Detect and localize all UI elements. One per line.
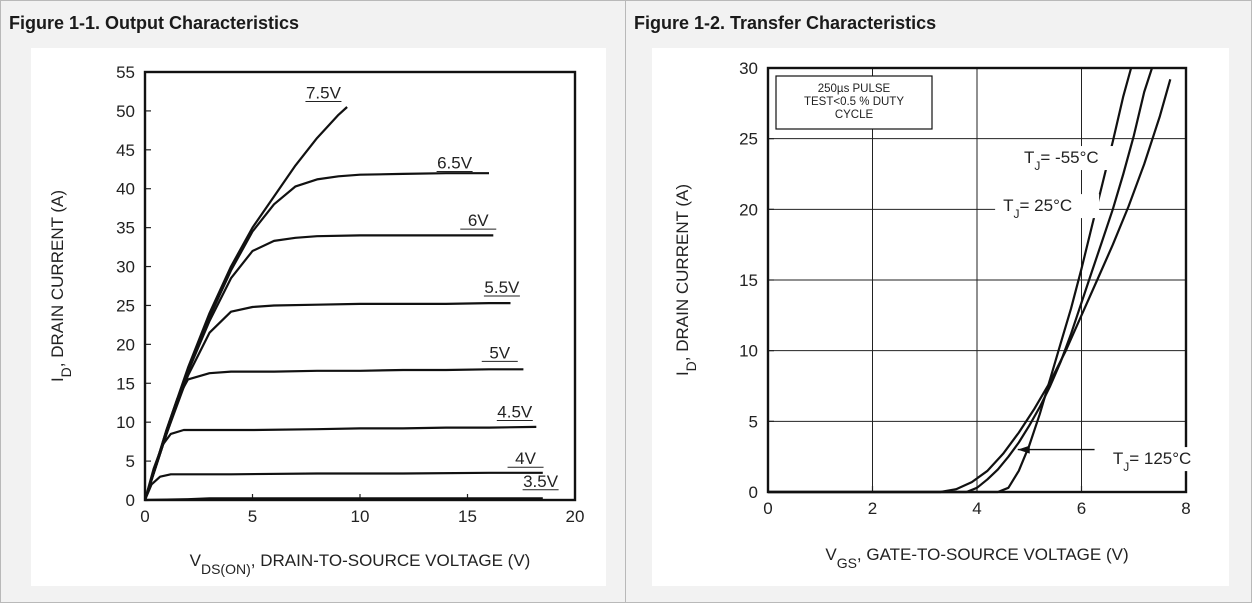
figure-caption: Figure 1-1. Output Characteristics xyxy=(9,13,300,33)
y-axis-label: ID, DRAIN CURRENT (A) xyxy=(48,190,74,382)
series-line xyxy=(768,67,1154,494)
y-tick-label: 10 xyxy=(739,342,758,361)
annotation-label-bg xyxy=(1016,146,1121,171)
note-box xyxy=(775,75,933,130)
y-tick-label: 55 xyxy=(116,63,135,82)
x-tick-label: 8 xyxy=(1181,499,1190,518)
y-tick-label: 30 xyxy=(116,258,135,277)
x-tick-label: 6 xyxy=(1077,499,1086,518)
curve-label: 5.5V xyxy=(484,278,520,297)
x-tick-label: 10 xyxy=(351,507,370,526)
curve-label: 6V xyxy=(468,211,489,230)
y-axis-label: ID, DRAIN CURRENT (A) xyxy=(673,184,699,376)
y-tick-label: 40 xyxy=(116,180,135,199)
series-line xyxy=(143,172,489,501)
curve-label: 5V xyxy=(489,343,510,362)
y-tick-label: 25 xyxy=(739,130,758,149)
plot-frame xyxy=(766,66,1188,494)
y-tick-label: 5 xyxy=(749,412,758,431)
curve-label: 4.5V xyxy=(497,403,533,422)
annotation-arrowhead xyxy=(1017,445,1030,454)
series-line xyxy=(143,471,543,501)
chart-panel: 0 5 10 15 20 0 5 10 15 20 25 30 35 40 45 50 55 VDS(ON), D… xyxy=(31,48,606,586)
curve-label: 7.5V xyxy=(306,83,342,102)
x-axis-label: VGS, GATE-TO-SOURCE VOLTAGE (V) xyxy=(825,545,1128,571)
series-line xyxy=(143,368,524,501)
plot-frame xyxy=(143,70,577,502)
curve-label: 6.5V xyxy=(437,153,473,172)
figure-cell-output: Figure 1-1. Output Characteristics 0 5 10 1… xyxy=(1,1,626,602)
y-tick-label: 15 xyxy=(739,271,758,290)
y-tick-label: 15 xyxy=(116,374,135,393)
output-characteristics-chart: 0 5 10 15 20 0 5 10 15 20 25 30 35 40 45 50 55 VDS(ON), D… xyxy=(48,63,585,577)
note-line: 250µs PULSE xyxy=(818,83,891,95)
x-tick-label: 0 xyxy=(140,507,149,526)
temperature-label: TJ= 125°C xyxy=(1113,449,1191,474)
series-line xyxy=(768,79,1172,494)
y-tick-label: 10 xyxy=(116,413,135,432)
y-tick-label: 30 xyxy=(739,59,758,78)
x-tick-label: 0 xyxy=(763,499,772,518)
x-axis-label: VDS(ON), DRAIN-TO-SOURCE VOLTAGE (V) xyxy=(190,551,531,577)
curve-label: 4V xyxy=(515,449,536,468)
note-line: CYCLE xyxy=(835,109,874,121)
y-tick-label: 20 xyxy=(116,335,135,354)
y-tick-label: 20 xyxy=(739,200,758,219)
x-tick-label: 20 xyxy=(566,507,585,526)
temperature-label: TJ= -55°C xyxy=(1024,148,1099,173)
x-tick-label: 2 xyxy=(868,499,877,518)
y-tick-label: 5 xyxy=(126,452,135,471)
transfer-characteristics-chart: 0 2 4 6 8 0 5 10 15 20 25 30 VGS, GATE-TO-SOURCE VOL… xyxy=(673,59,1209,571)
note-line: TEST<0.5 % DUTY xyxy=(804,96,904,108)
y-tick-label: 25 xyxy=(116,296,135,315)
curve-label: 3.5V xyxy=(523,472,559,491)
y-tick-label: 0 xyxy=(749,483,758,502)
x-tick-label: 15 xyxy=(458,507,477,526)
figure-cell-transfer: Figure 1-2. Transfer Characteristics 0 2 4… xyxy=(626,1,1251,602)
temperature-label: TJ= 25°C xyxy=(1003,196,1072,221)
series-line xyxy=(143,425,537,501)
x-tick-label: 5 xyxy=(248,507,257,526)
annotation-label-bg xyxy=(995,194,1100,219)
figure-caption: Figure 1-2. Transfer Characteristics xyxy=(634,13,937,33)
series-line xyxy=(143,234,494,501)
series-line xyxy=(143,302,511,501)
y-tick-label: 0 xyxy=(126,491,135,510)
y-tick-label: 45 xyxy=(116,141,135,160)
series-line xyxy=(143,106,348,501)
annotation-label-bg xyxy=(1104,447,1209,472)
chart-panel: 0 2 4 6 8 0 5 10 15 20 25 30 VGS, GATE-TO-SOURCE VOL… xyxy=(652,48,1229,586)
x-tick-label: 4 xyxy=(972,499,981,518)
y-tick-label: 50 xyxy=(116,102,135,121)
y-tick-label: 35 xyxy=(116,219,135,238)
